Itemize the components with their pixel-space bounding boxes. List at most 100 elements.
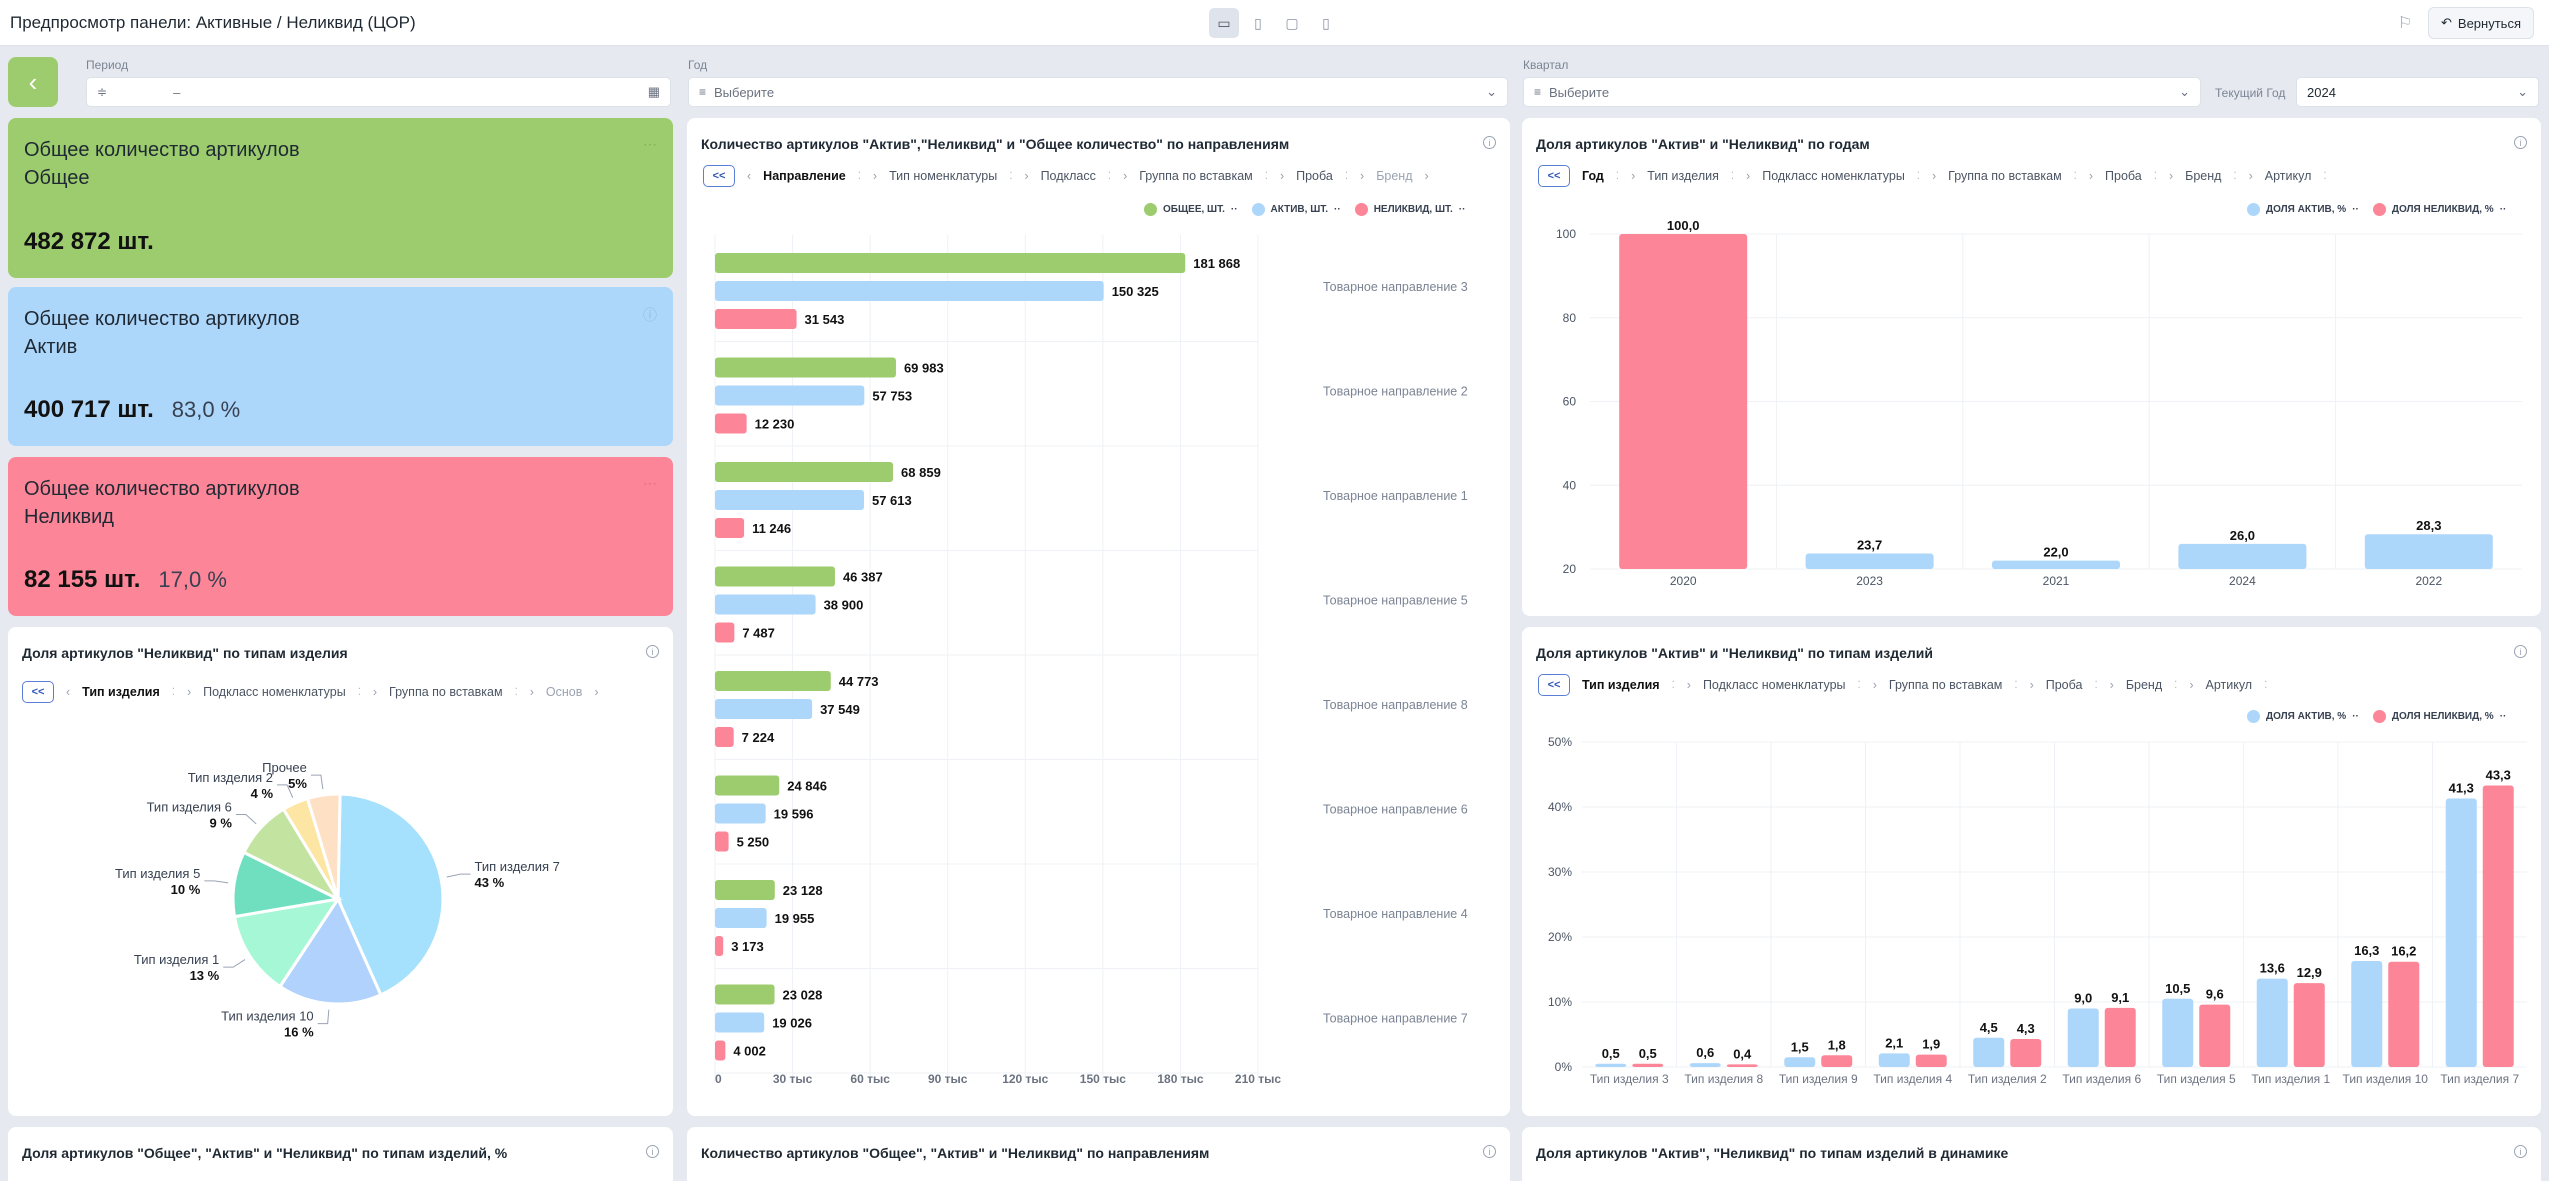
legend-item[interactable]: ДОЛЯ АКТИВ, % ·· [2247,710,2359,723]
bar-value-label: 4 002 [733,1044,766,1059]
period-field[interactable]: ≑ – ▦ [86,77,671,107]
scroll-right-icon[interactable]: › [594,685,599,699]
bar [715,462,894,482]
phone-icon[interactable]: ▯ [1322,14,1330,31]
bar-value-label: 0,4 [1733,1046,1752,1061]
crumb-item[interactable]: Бренд [2125,678,2163,692]
kpi-card-illiquid: Общее количество артикулов Неликвид ⋯ 82… [8,457,673,616]
crumb-item[interactable]: Тип номенклатуры [889,169,998,183]
scroll-left-icon[interactable]: ‹ [66,685,71,699]
bar-value-label: 16,2 [2391,944,2416,959]
x-tick-label: 180 тыс [1157,1072,1203,1086]
crumb-item[interactable]: Группа по вставкам [389,685,503,699]
drill-up-button[interactable]: << [1538,165,1570,187]
kpi-card-active: Общее количество артикулов Актив ⓘ 400 7… [8,287,673,446]
info-icon[interactable]: ⓘ [643,307,657,323]
bar-value-label: 19 596 [774,807,814,822]
legend-label: НЕЛИКВИД, ШТ. [1373,204,1453,215]
crumb-item[interactable]: Основ [545,685,583,699]
legend-item[interactable]: ДОЛЯ НЕЛИКВИД, % ·· [2372,203,2506,216]
info-icon[interactable]: i [2514,1145,2527,1158]
y-tick-label: 10% [1548,995,1572,1009]
arrow-icon: › [1746,169,1751,183]
crumb-item[interactable]: Бренд [1376,169,1413,183]
crumb-item[interactable]: Проба [1296,169,1333,183]
legend-item[interactable]: АКТИВ, ШТ. ·· [1251,203,1341,216]
tablet-icon[interactable]: ▢ [1285,14,1299,31]
scroll-left-icon[interactable]: ‹ [747,169,752,183]
type-bar-chart-card: Доля артикулов "Актив" и "Неликвид" по т… [1522,627,2541,1116]
bar [715,281,1104,301]
y-tick-label: 100 [1556,227,1576,241]
legend-item[interactable]: ОБЩЕЕ, ШТ. ·· [1144,203,1238,216]
pie-slice-label: Тип изделия 10 [221,1009,314,1024]
back-button[interactable]: ↶ Вернуться [2428,7,2534,39]
collapse-back-button[interactable]: ‹ [8,57,58,107]
crumb-item[interactable]: Бренд [2185,169,2222,183]
crumb-item[interactable]: Группа по вставкам [1139,169,1253,183]
crumb-item[interactable]: Подкласс номенклатуры [1702,678,1846,692]
bar-value-label: 28,3 [2416,518,2441,533]
bookmark-icon[interactable]: ⚐ [2397,15,2413,32]
crumb-item[interactable]: Проба [2045,678,2083,692]
legend-item[interactable]: ДОЛЯ НЕЛИКВИД, % ·· [2372,710,2506,723]
page-title: Предпросмотр панели: Активные / Неликвид… [10,13,416,32]
scroll-right-icon[interactable]: › [1424,169,1429,183]
drill-up-button[interactable]: << [1538,674,1570,696]
info-icon[interactable]: i [646,1145,659,1158]
more-icon[interactable]: ⋯ [643,475,657,491]
category-label: Товарное направление 8 [1323,698,1468,712]
pie-leader-line [235,813,257,825]
period-value: – [173,84,181,100]
crumb-item[interactable]: Проба [2105,169,2142,183]
bar-value-label: 1,5 [1791,1039,1809,1054]
bar [1973,1037,2005,1067]
legend-swatch [1251,203,1265,216]
legend-swatch [2247,203,2260,216]
legend-item[interactable]: ДОЛЯ АКТИВ, % ·· [2247,203,2359,216]
crumb-item[interactable]: Направление [763,169,846,183]
crumb-item[interactable]: Тип изделия [1582,678,1660,692]
info-icon[interactable]: i [2514,645,2527,658]
crumb-item[interactable]: Группа по вставкам [1948,169,2062,183]
x-tick-label: 2020 [1670,574,1697,588]
legend-item[interactable]: НЕЛИКВИД, ШТ. ·· [1354,203,1465,216]
pie-slice-value: 9 % [210,815,233,830]
bar-value-label: 12 230 [755,417,795,432]
kpi-value: 400 717 шт. [24,396,154,423]
year-bar-chart: 20 40 60 80 100 100,0 2020 23,7 2023 22,0 2021 26,0… [1556,218,2522,588]
quarter-select[interactable]: ≡ Выберите ⌄ [1523,77,2201,107]
bar-value-label: 1,9 [1922,1037,1940,1052]
laptop-icon[interactable]: ▯ [1254,14,1262,31]
crumb-item[interactable]: Подкласс [1040,169,1096,183]
crumb-item[interactable]: Подкласс номенклатуры [1762,169,1905,183]
info-icon[interactable]: i [646,645,659,658]
chart-legend: ОБЩЕЕ, ШТ. ·· АКТИВ, ШТ. ·· НЕЛИКВИД, ШТ. ·… [1144,203,1465,216]
crumb-item[interactable]: Артикул [2205,678,2253,692]
more-icon[interactable]: ⋯ [643,136,657,152]
drill-up-button[interactable]: << [22,681,54,703]
crumb-item[interactable]: Артикул [2264,169,2312,183]
card-title: Количество артикулов "Актив","Неликвид" … [701,136,1290,152]
pie-leader-line [317,1009,330,1025]
x-tick-label: Тип изделия 7 [2440,1072,2519,1086]
desktop-icon[interactable]: ▭ [1209,8,1239,38]
drill-up-button[interactable]: << [703,165,735,187]
bar-value-label: 0,5 [1639,1046,1657,1061]
crumb-item[interactable]: Подкласс номенклатуры [203,685,346,699]
crumb-item[interactable]: Год [1582,169,1604,183]
chevron-down-icon: ⌄ [1486,84,1497,99]
info-icon[interactable]: i [1483,136,1496,149]
arrow-icon: › [2189,678,2194,692]
bar [2162,998,2194,1067]
crumb-item[interactable]: Тип изделия [82,685,160,699]
arrow-icon: › [1279,169,1285,183]
year-select[interactable]: ≡ Выберите ⌄ [688,77,1508,107]
crumb-item[interactable]: Группа по вставкам [1888,678,2003,692]
bottom-card-1: Доля артикулов "Общее", "Актив" и "Нелик… [8,1127,673,1181]
crumb-item[interactable]: Тип изделия [1647,169,1719,183]
info-icon[interactable]: i [2514,136,2527,149]
calendar-icon[interactable]: ▦ [647,84,660,99]
current-year-select[interactable]: 2024 ⌄ [2296,77,2539,107]
info-icon[interactable]: i [1483,1145,1496,1158]
